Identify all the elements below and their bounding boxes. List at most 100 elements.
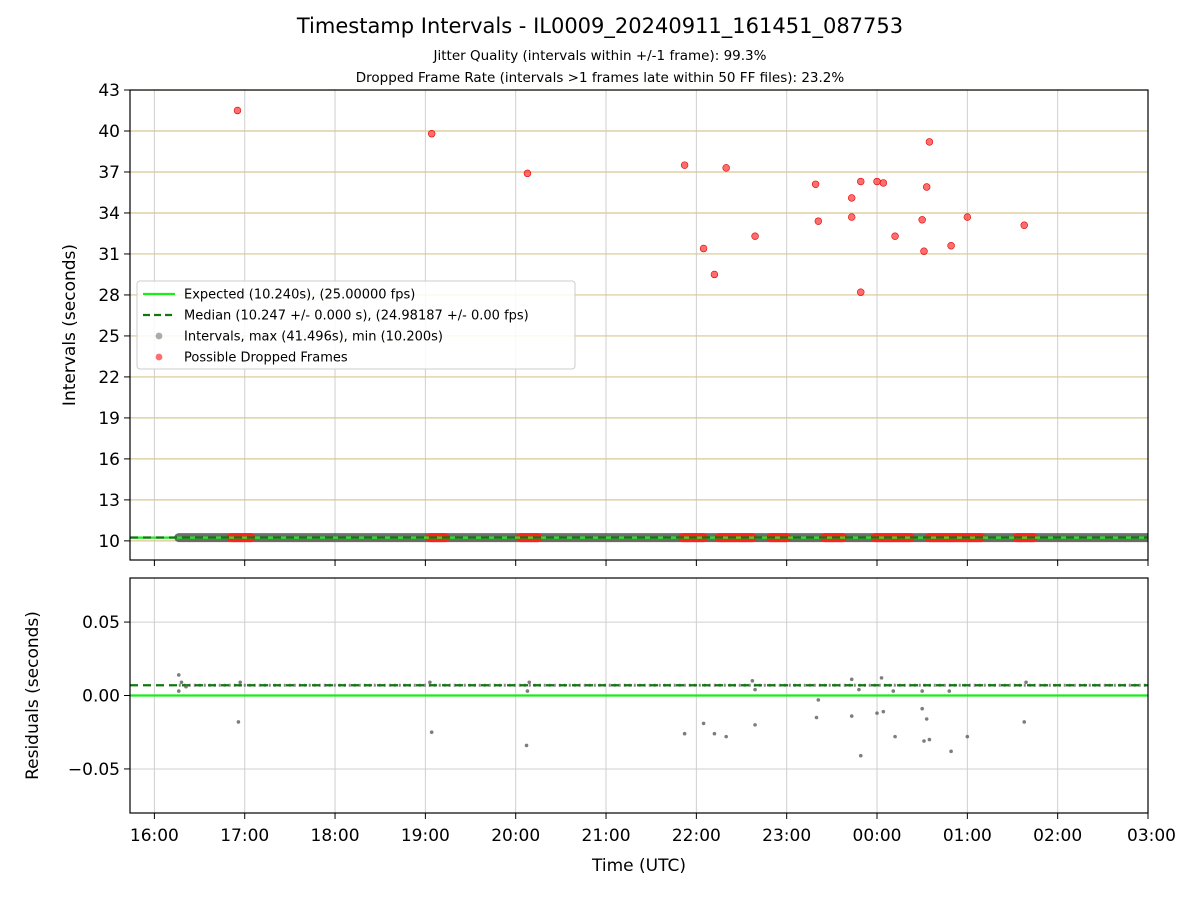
legend-intervals-swatch	[155, 332, 163, 340]
bottom-y-tick-label: −0.05	[68, 760, 120, 780]
top-y-tick-label: 16	[98, 450, 120, 470]
residual-point	[750, 679, 755, 683]
residual-point	[176, 673, 181, 677]
bottom-x-tick-label: 02:00	[1033, 826, 1082, 846]
dropped-frame-point	[722, 164, 730, 172]
bottom-x-tick-label: 16:00	[130, 826, 179, 846]
dropped-frame-point	[710, 270, 719, 279]
dropped-frame-point	[848, 194, 856, 202]
legend-dropped-swatch	[155, 353, 163, 361]
bottom-x-tick-label: 22:00	[672, 826, 721, 846]
residual-point	[849, 714, 854, 718]
residual-point	[701, 721, 706, 726]
residual-point	[236, 720, 241, 724]
intervals-plot-area	[130, 90, 1148, 560]
dropped-frame-point	[947, 242, 955, 250]
dropped-frame-point	[751, 232, 759, 240]
residual-point	[179, 680, 184, 685]
residual-point	[176, 689, 181, 693]
bottom-x-tick-label: 18:00	[311, 826, 360, 846]
dropped-frame-point	[891, 232, 899, 240]
bottom-y-axis-label: Residuals (seconds)	[23, 611, 43, 780]
legend-box	[136, 280, 576, 370]
bottom-x-tick-label: 23:00	[762, 826, 811, 846]
top-y-axis-label: Intervals (seconds)	[60, 244, 80, 406]
residual-point	[682, 731, 687, 736]
residual-point	[816, 698, 821, 702]
residual-point	[927, 737, 932, 742]
residual-point	[949, 749, 953, 754]
bottom-x-tick-label: 01:00	[943, 826, 992, 846]
bottom-x-tick-label: 00:00	[853, 826, 902, 846]
bottom-x-tick-label: 17:00	[220, 826, 269, 846]
residual-point	[184, 684, 188, 689]
dropped-frame-point	[699, 244, 708, 253]
residual-point	[524, 743, 529, 748]
top-y-tick-label: 22	[98, 368, 120, 388]
residual-point	[1024, 680, 1028, 685]
top-axes-frame	[129, 89, 1149, 561]
legend-expected-label: Expected (10.240s), (25.00000 fps)	[184, 288, 415, 303]
dropped-frame-point	[427, 130, 436, 138]
subtitle-dropped: Dropped Frame Rate (intervals >1 frames …	[355, 70, 845, 86]
residuals-plot-area	[130, 578, 1148, 813]
bottom-x-tick-label: 19:00	[401, 826, 450, 846]
dropped-frame-point	[925, 138, 934, 146]
top-y-tick-label: 10	[98, 532, 120, 552]
residual-point	[858, 753, 863, 758]
residual-point	[753, 687, 757, 692]
residual-point	[753, 723, 757, 727]
dropped-frame-point	[963, 213, 972, 221]
x-axis-label: Time (UTC)	[591, 856, 686, 876]
residual-point	[429, 730, 434, 735]
top-y-tick-label: 43	[98, 81, 120, 101]
dropped-frame-point	[233, 106, 242, 115]
top-y-tick-label: 34	[98, 204, 120, 224]
residual-point	[428, 680, 432, 685]
residual-point	[814, 715, 819, 720]
dropped-frame-point	[680, 161, 689, 169]
dropped-frame-point	[879, 179, 888, 187]
bottom-y-tick-label: 0.00	[82, 687, 120, 707]
dropped-frame-point	[857, 288, 865, 296]
residual-point	[238, 680, 243, 685]
subtitle-jitter: Jitter Quality (intervals within +/-1 fr…	[433, 48, 767, 64]
dropped-frame-point	[920, 247, 928, 255]
dropped-frame-point	[922, 183, 931, 191]
residual-point	[965, 734, 970, 739]
top-y-tick-label: 19	[98, 409, 120, 429]
dropped-frame-point	[873, 177, 881, 186]
legend-median-label: Median (10.247 +/- 0.000 s), (24.98187 +…	[184, 309, 529, 324]
dropped-frame-point	[814, 217, 823, 225]
residual-point	[879, 676, 884, 680]
legend: Expected (10.240s), (25.00000 fps) Median…	[136, 280, 576, 370]
dropped-frame-point	[918, 216, 926, 224]
dropped-frame-point	[523, 169, 532, 178]
bottom-x-tick-label: 03:00	[1127, 826, 1176, 846]
top-y-tick-label: 37	[98, 163, 120, 183]
legend-dropped-label: Possible Dropped Frames	[184, 351, 348, 366]
residual-point	[712, 731, 717, 736]
residual-point	[875, 711, 879, 715]
residual-point	[525, 689, 530, 693]
residual-point	[891, 689, 896, 693]
dropped-frame-point	[848, 213, 856, 221]
dropped-frame-point	[857, 177, 865, 186]
residual-point	[527, 680, 532, 685]
bottom-x-tick-label: 21:00	[582, 826, 631, 846]
top-y-tick-label: 28	[98, 286, 120, 306]
residual-point	[947, 689, 952, 693]
top-y-tick-label: 13	[98, 491, 120, 511]
residual-point	[893, 734, 897, 739]
residual-point	[924, 717, 929, 721]
dropped-frame-point	[1020, 221, 1028, 229]
top-y-tick-label: 40	[98, 122, 120, 142]
top-y-tick-label: 31	[98, 245, 120, 265]
legend-intervals-label: Intervals, max (41.496s), min (10.200s)	[184, 330, 443, 345]
residual-point	[1022, 720, 1027, 724]
bottom-x-tick-label: 20:00	[491, 826, 540, 846]
dropped-frame-point	[811, 180, 820, 188]
bottom-y-tick-label: 0.05	[82, 613, 120, 633]
chart-title: Timestamp Intervals - IL0009_20240911_16…	[296, 14, 904, 38]
